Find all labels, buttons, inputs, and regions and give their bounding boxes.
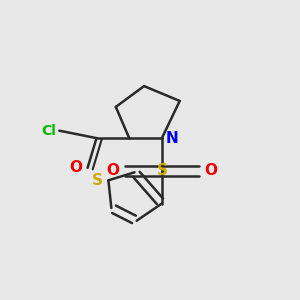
Text: S: S [92, 173, 103, 188]
Text: Cl: Cl [41, 124, 56, 138]
Text: N: N [166, 130, 178, 146]
Text: O: O [204, 163, 218, 178]
Text: O: O [106, 163, 119, 178]
Text: S: S [156, 163, 167, 178]
Text: O: O [69, 160, 82, 175]
